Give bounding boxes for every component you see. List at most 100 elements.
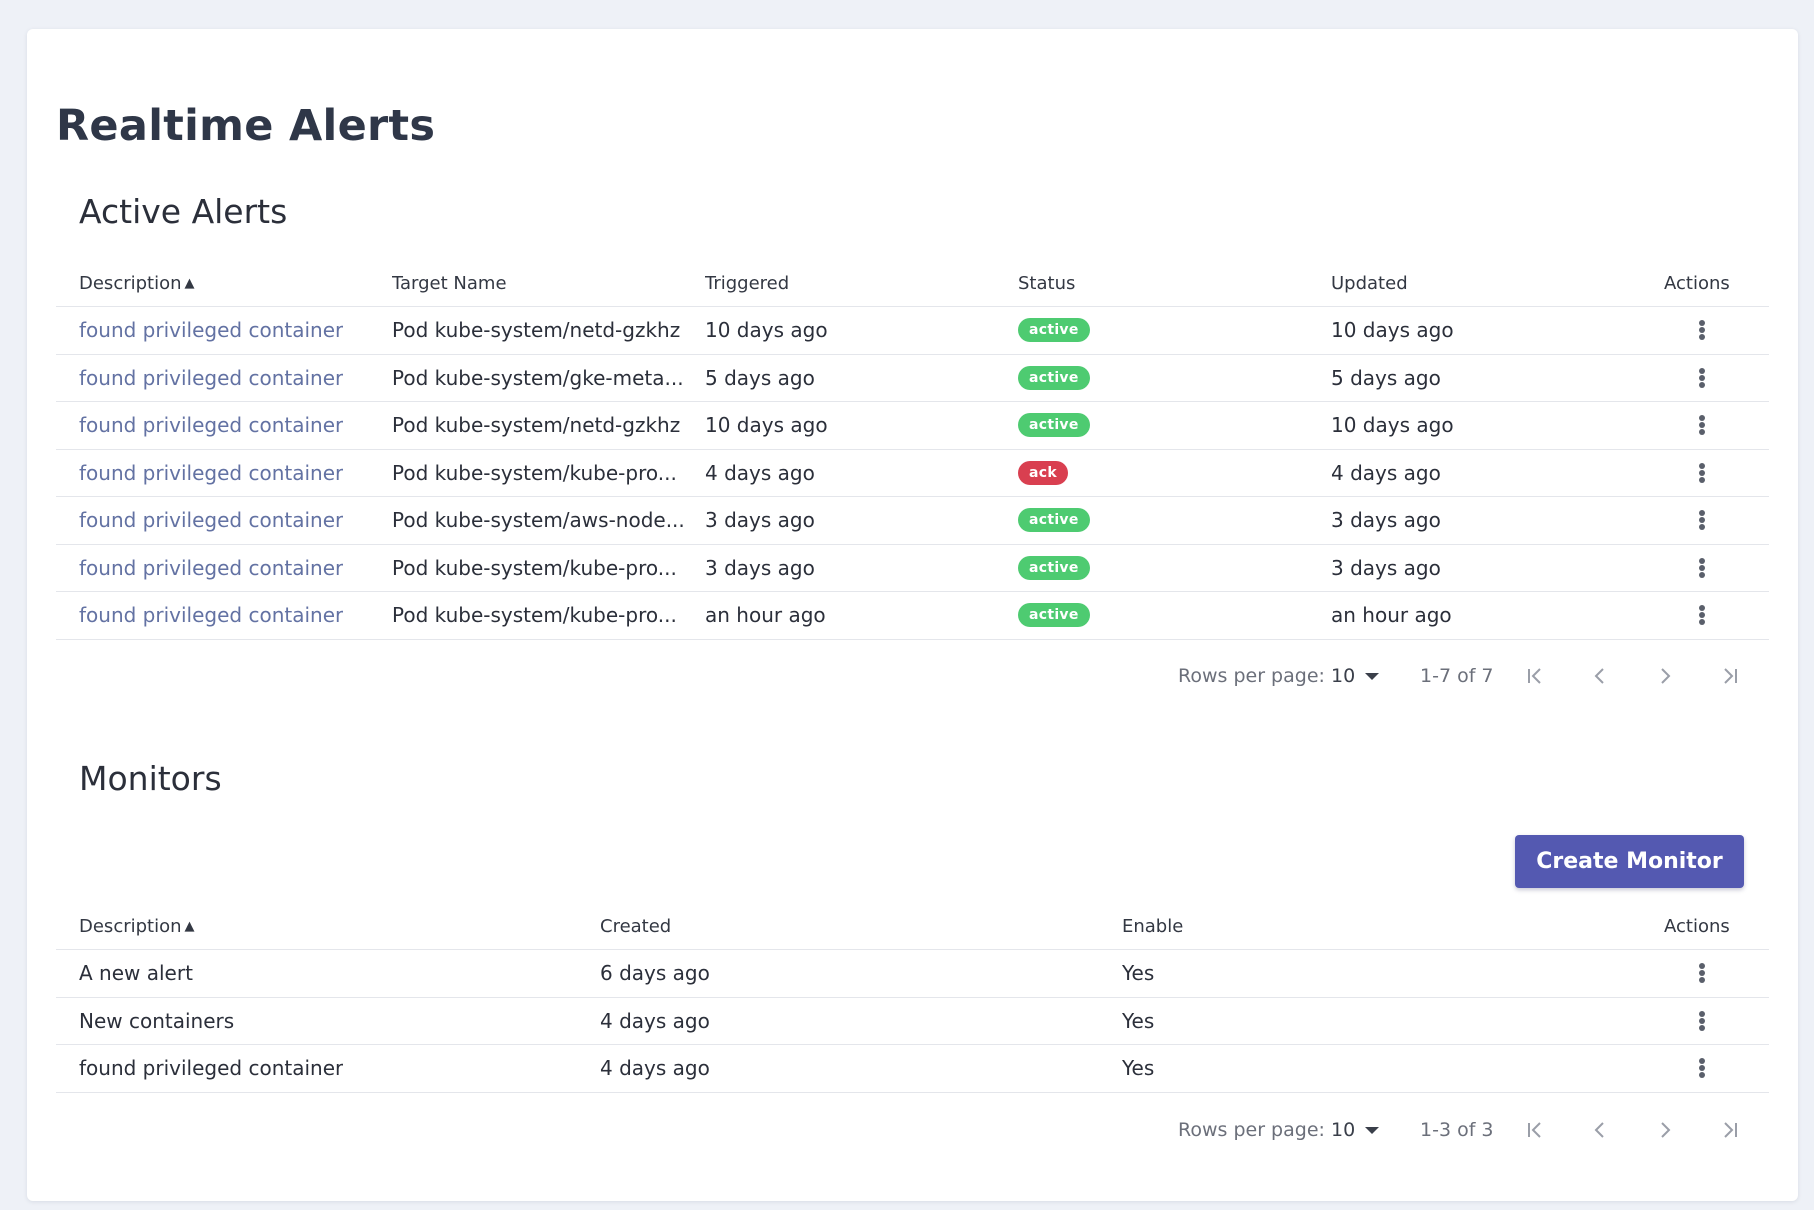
kebab-dot: [1699, 374, 1705, 381]
alert-triggered: 4 days ago: [705, 460, 815, 485]
monitor-created: 4 days ago: [600, 1008, 710, 1033]
sort-ascending-icon: ▲: [184, 918, 195, 934]
first-page-icon: [1528, 668, 1541, 684]
alert-description-link[interactable]: found privileged container: [79, 508, 344, 533]
alert-updated: an hour ago: [1331, 603, 1452, 628]
more-vert-icon[interactable]: [1699, 415, 1705, 436]
alert-triggered: 3 days ago: [705, 508, 815, 533]
kebab-dot: [1699, 571, 1705, 578]
alert-target-name: Pod kube-system/kube-pro...: [392, 603, 677, 628]
monitor-enabled: Yes: [1122, 1056, 1155, 1081]
column-header-triggered[interactable]: Triggered: [705, 272, 790, 294]
monitor-enabled: Yes: [1122, 961, 1155, 986]
alert-description-link[interactable]: found privileged container: [79, 413, 344, 438]
status-badge: active: [1018, 603, 1090, 628]
next-page-button[interactable]: [1645, 1110, 1685, 1150]
active-alerts-body: found privileged container Pod kube-syste…: [56, 307, 1769, 640]
more-vert-icon[interactable]: [1699, 1058, 1705, 1079]
chevron-down-icon: [1365, 1126, 1380, 1134]
monitor-description: found privileged container: [79, 1056, 344, 1081]
alert-status-cell: active: [1018, 545, 1090, 592]
alert-status-cell: active: [1018, 402, 1090, 449]
table-row: found privileged container Pod kube-syste…: [56, 592, 1769, 640]
kebab-dot: [1699, 510, 1705, 517]
kebab-dot: [1699, 963, 1705, 970]
column-header-enable[interactable]: Enable: [1122, 915, 1184, 937]
table-row: found privileged container 4 days ago Yes: [56, 1045, 1769, 1093]
active-alerts-table: Description ▲ Target Name Triggered Stat…: [56, 260, 1769, 640]
alert-updated: 5 days ago: [1331, 365, 1441, 390]
monitor-description: New containers: [79, 1008, 235, 1033]
kebab-dot: [1699, 469, 1705, 476]
monitor-enabled: Yes: [1122, 1008, 1155, 1033]
more-vert-icon[interactable]: [1699, 605, 1705, 626]
alert-description-link[interactable]: found privileged container: [79, 365, 344, 390]
more-vert-icon[interactable]: [1699, 320, 1705, 341]
last-page-button[interactable]: [1710, 656, 1750, 696]
kebab-dot: [1699, 415, 1705, 422]
status-badge: active: [1018, 318, 1090, 343]
column-header-description[interactable]: Description ▲: [79, 272, 195, 294]
table-row: found privileged container Pod kube-syste…: [56, 402, 1769, 450]
table-row: found privileged container Pod kube-syste…: [56, 307, 1769, 355]
more-vert-icon[interactable]: [1699, 367, 1705, 388]
more-vert-icon[interactable]: [1699, 462, 1705, 483]
status-badge: active: [1018, 413, 1090, 438]
monitor-description: A new alert: [79, 961, 193, 986]
alert-target-name: Pod kube-system/aws-node...: [392, 508, 685, 533]
alert-target-name: Pod kube-system/kube-pro...: [392, 460, 677, 485]
kebab-dot: [1699, 524, 1705, 531]
chevron-left-icon: [1594, 1122, 1604, 1138]
chevron-right-icon: [1661, 668, 1671, 684]
rows-per-page-label: Rows per page:: [1178, 1119, 1325, 1141]
alert-description-link[interactable]: found privileged container: [79, 460, 344, 485]
monitors-header-row: Description ▲ Created Enable Actions: [56, 903, 1769, 950]
active-alerts-pagination: Rows per page: 10 1-7 of 7: [56, 656, 1769, 696]
alert-description-link[interactable]: found privileged container: [79, 555, 344, 580]
kebab-dot: [1699, 422, 1705, 429]
alert-status-cell: ack: [1018, 450, 1068, 497]
monitor-created: 4 days ago: [600, 1056, 710, 1081]
kebab-dot: [1699, 977, 1705, 984]
kebab-dot: [1699, 476, 1705, 483]
alert-description-link[interactable]: found privileged container: [79, 318, 344, 343]
alert-target-name: Pod kube-system/gke-meta...: [392, 365, 684, 390]
next-page-button[interactable]: [1645, 656, 1685, 696]
kebab-dot: [1699, 605, 1705, 612]
alert-triggered: an hour ago: [705, 603, 826, 628]
column-header-status[interactable]: Status: [1018, 272, 1076, 294]
rows-per-page-select[interactable]: 10: [1331, 656, 1380, 696]
previous-page-button[interactable]: [1580, 656, 1620, 696]
column-header-updated[interactable]: Updated: [1331, 272, 1408, 294]
active-alerts-header-row: Description ▲ Target Name Triggered Stat…: [56, 260, 1769, 307]
status-badge: active: [1018, 508, 1090, 533]
last-page-button[interactable]: [1710, 1110, 1750, 1150]
kebab-dot: [1699, 1072, 1705, 1079]
first-page-button[interactable]: [1515, 1110, 1555, 1150]
chevron-down-icon: [1365, 672, 1380, 680]
more-vert-icon[interactable]: [1699, 1010, 1705, 1031]
alert-description-link[interactable]: found privileged container: [79, 603, 344, 628]
rows-per-page-label: Rows per page:: [1178, 665, 1325, 687]
alert-updated: 3 days ago: [1331, 508, 1441, 533]
first-page-button[interactable]: [1515, 656, 1555, 696]
rows-per-page-select[interactable]: 10: [1331, 1110, 1380, 1150]
create-monitor-button[interactable]: Create Monitor: [1515, 835, 1744, 888]
more-vert-icon[interactable]: [1699, 963, 1705, 984]
kebab-dot: [1699, 462, 1705, 469]
status-badge: active: [1018, 365, 1090, 390]
alert-status-cell: active: [1018, 497, 1090, 544]
kebab-dot: [1699, 320, 1705, 327]
column-header-target-name[interactable]: Target Name: [392, 272, 507, 294]
alert-triggered: 5 days ago: [705, 365, 815, 390]
alert-target-name: Pod kube-system/kube-pro...: [392, 555, 677, 580]
column-header-description[interactable]: Description ▲: [79, 915, 195, 937]
chevron-left-icon: [1594, 668, 1604, 684]
column-header-created[interactable]: Created: [600, 915, 672, 937]
more-vert-icon[interactable]: [1699, 510, 1705, 531]
alert-updated: 10 days ago: [1331, 413, 1454, 438]
previous-page-button[interactable]: [1580, 1110, 1620, 1150]
more-vert-icon[interactable]: [1699, 557, 1705, 578]
kebab-dot: [1699, 517, 1705, 524]
alert-target-name: Pod kube-system/netd-gzkhz: [392, 318, 681, 343]
